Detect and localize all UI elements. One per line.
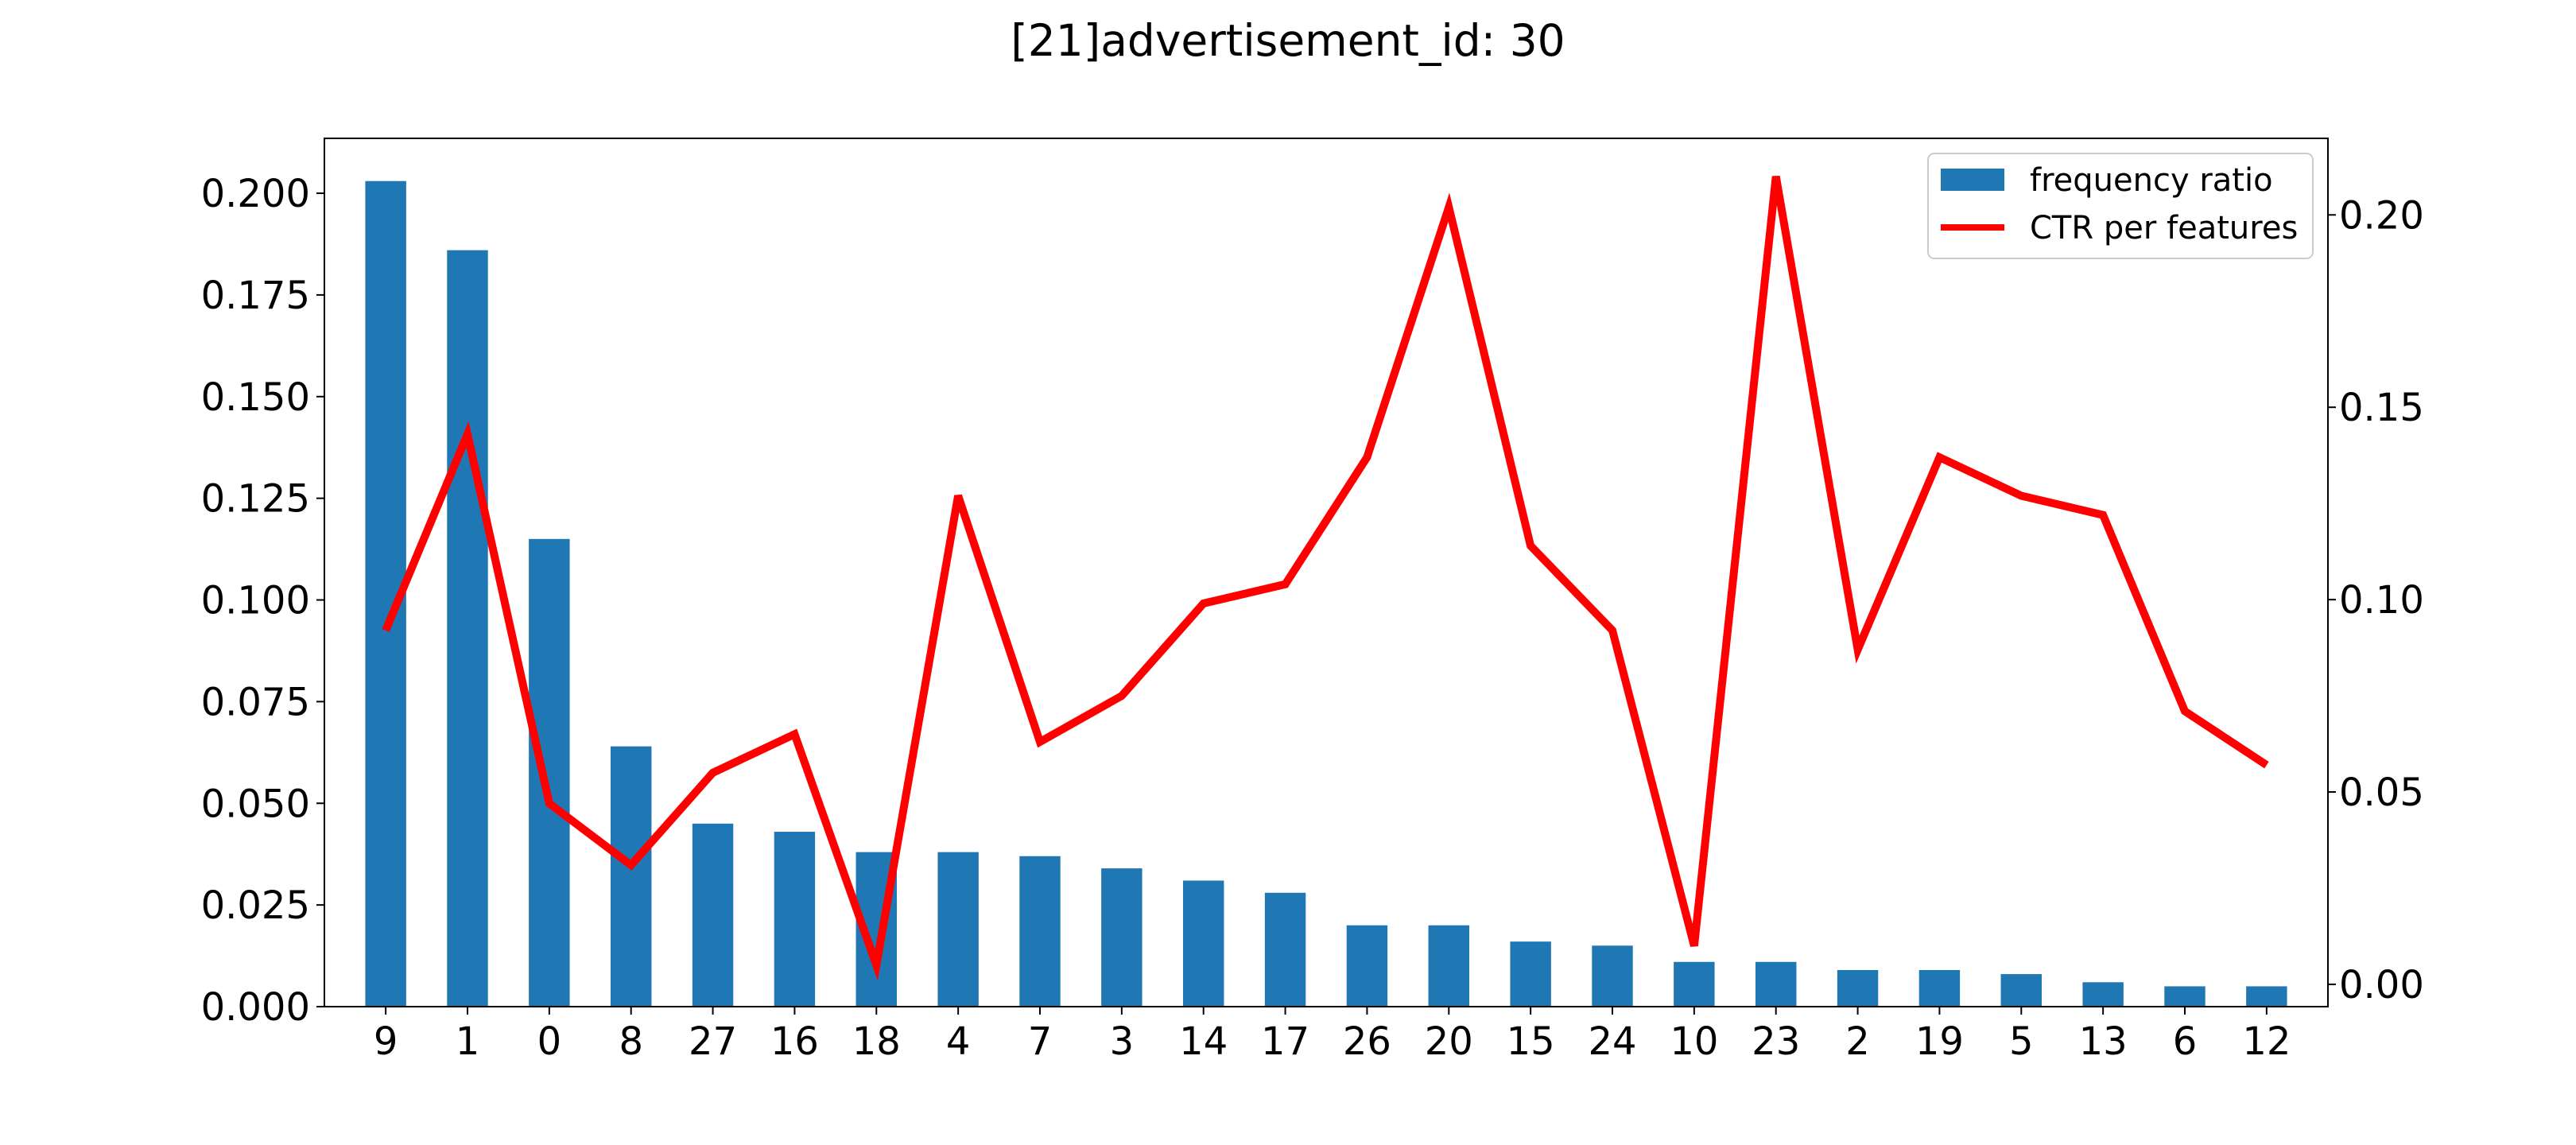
x-tick-label: 0	[537, 1019, 562, 1064]
y-left-tick-label: 0.125	[201, 477, 310, 522]
bar-0	[529, 538, 570, 1007]
y-left-tick-label: 0.000	[201, 985, 310, 1030]
legend-swatch-bar	[1941, 169, 2004, 191]
y-right-tick-label: 0.15	[2339, 386, 2424, 430]
bar-16	[774, 832, 816, 1007]
x-tick-label: 2	[1845, 1019, 1870, 1064]
ctr-line	[382, 176, 2269, 981]
x-tick-label: 10	[1670, 1019, 1718, 1064]
x-tick-label: 20	[1425, 1019, 1473, 1064]
bar-12	[2246, 986, 2287, 1007]
bar-2	[1837, 969, 1879, 1007]
x-tick-label: 5	[2009, 1019, 2034, 1064]
y-right-tick-label: 0.10	[2339, 578, 2424, 623]
legend-frame	[1927, 153, 2314, 259]
bar-7	[1019, 856, 1061, 1007]
x-tick-label: 24	[1588, 1019, 1636, 1064]
y-right-tick-label: 0.20	[2339, 193, 2424, 238]
x-tick-label: 23	[1752, 1019, 1800, 1064]
bar-27	[692, 823, 734, 1007]
bar-19	[1918, 969, 1961, 1007]
x-tick-label: 18	[852, 1019, 901, 1064]
y-left-tick-label: 0.175	[201, 274, 310, 318]
y-left-tick-label: 0.100	[201, 579, 310, 623]
x-tick-label: 17	[1261, 1019, 1309, 1064]
x-tick-label: 15	[1507, 1019, 1555, 1064]
x-tick-label: 8	[619, 1019, 643, 1064]
x-tick-label: 6	[2173, 1019, 2198, 1064]
bar-24	[1592, 945, 1633, 1007]
bar-23	[1755, 961, 1797, 1007]
bar-4	[937, 852, 979, 1007]
x-tick-label: 3	[1110, 1019, 1135, 1064]
x-tick-label: 1	[456, 1019, 480, 1064]
legend-label-ctr: CTR per features	[2030, 210, 2298, 246]
bar-20	[1428, 925, 1469, 1007]
x-tick-label: 14	[1179, 1019, 1228, 1064]
y-axis-left: 0.000 0.025 0.050 0.075 0.100 0.125 0.150 0.175…	[201, 172, 324, 1030]
x-tick-label: 7	[1028, 1019, 1053, 1064]
y-right-tick-label: 0.00	[2339, 963, 2424, 1007]
x-axis: 9 1 0 8 27 16 18 4 7 3 14 17 26 20 15 24 10 23 2 19 5 13 6 12	[374, 1007, 2291, 1064]
x-tick-label: 16	[770, 1019, 819, 1064]
x-tick-label: 4	[946, 1019, 971, 1064]
y-right-tick-label: 0.05	[2339, 770, 2424, 815]
bar-15	[1510, 941, 1551, 1007]
y-left-tick-label: 0.025	[201, 883, 310, 928]
bar-13	[2082, 982, 2124, 1007]
x-tick-label: 27	[689, 1019, 737, 1064]
y-axis-right: 0.00 0.05 0.10 0.15 0.20	[2328, 193, 2424, 1007]
line-series	[382, 176, 2269, 981]
bar-17	[1264, 892, 1306, 1007]
x-tick-label: 19	[1915, 1019, 1964, 1064]
x-tick-label: 13	[2079, 1019, 2128, 1064]
bar-6	[2164, 986, 2206, 1007]
bar-26	[1346, 925, 1388, 1007]
x-tick-label: 12	[2242, 1019, 2291, 1064]
legend: frequency ratio CTR per features	[1927, 153, 2314, 259]
y-left-tick-label: 0.200	[201, 172, 310, 216]
bar-10	[1674, 961, 1715, 1007]
bar-8	[611, 746, 652, 1007]
legend-label-frequency: frequency ratio	[2030, 162, 2273, 199]
plot-frame	[324, 138, 2329, 1007]
bar-1	[447, 250, 488, 1007]
x-tick-label: 26	[1343, 1019, 1391, 1064]
y-left-tick-label: 0.050	[201, 782, 310, 826]
bar-series	[365, 180, 2287, 1007]
bar-14	[1183, 880, 1224, 1007]
bar-5	[2000, 974, 2042, 1007]
bar-3	[1101, 868, 1143, 1007]
chart-title: [21]advertisement_id: 30	[1011, 15, 1565, 66]
x-tick-label: 9	[374, 1019, 398, 1064]
y-left-tick-label: 0.075	[201, 680, 310, 724]
y-left-tick-label: 0.150	[201, 375, 310, 420]
